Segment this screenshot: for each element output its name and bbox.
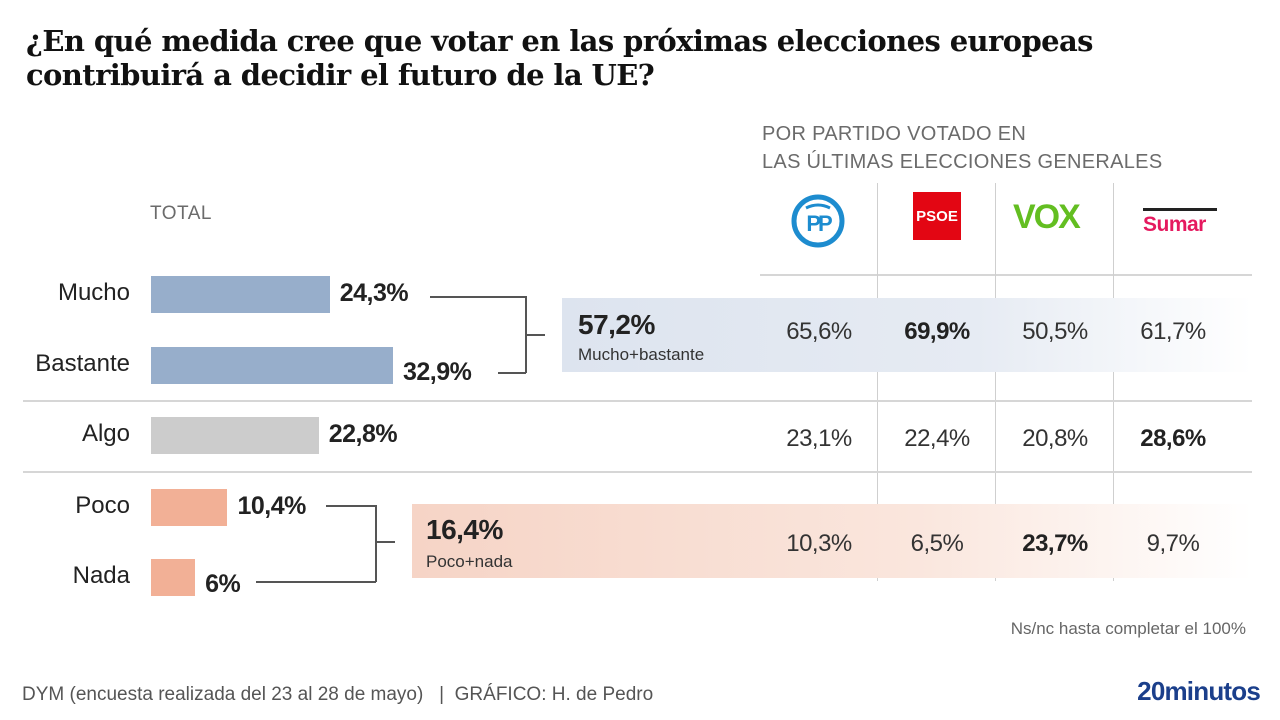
svg-text:PP: PP [806, 211, 832, 236]
cell-psoe-mucho-bastante: 69,9% [904, 318, 970, 345]
category-label-nada: Nada [72, 562, 130, 589]
bracket-nada [256, 581, 376, 583]
vox-logo-icon: VOX [1013, 198, 1081, 236]
parties-heading-line-1: POR PARTIDO VOTADO EN [762, 123, 1027, 145]
brand-logo: 20minutos [1137, 676, 1261, 706]
category-label-poco: Poco [75, 492, 130, 519]
bar-value-poco: 10,4% [237, 492, 306, 520]
title-line-1: ¿En qué medida cree que votar en las pró… [26, 24, 1094, 58]
bar-poco [151, 489, 228, 526]
bracket-connector [376, 541, 395, 543]
cell-psoe-algo: 22,4% [904, 425, 970, 452]
parties-heading-line-2: LAS ÚLTIMAS ELECCIONES GENERALES [762, 151, 1163, 173]
poco-nada-band [412, 504, 1252, 578]
cell-sumar-mucho-bastante: 61,7% [1140, 318, 1206, 345]
column-divider [877, 183, 878, 581]
cell-sumar-poco-nada: 9,7% [1146, 530, 1200, 557]
bar-value-algo: 22,8% [328, 420, 398, 448]
cell-psoe-poco-nada: 6,5% [910, 530, 964, 557]
bar-value-bastante: 32,9% [403, 358, 472, 386]
bracket-poco [326, 505, 376, 507]
total-heading: TOTAL [150, 203, 212, 224]
bar-mucho [151, 276, 330, 313]
row-divider [23, 471, 1252, 473]
cell-pp-poco-nada: 10,3% [786, 530, 852, 557]
bracket-bastante [498, 372, 526, 374]
category-label-mucho: Mucho [57, 279, 130, 306]
cell-sumar-algo: 28,6% [1140, 425, 1206, 452]
source-credit: DYM (encuesta realizada del 23 al 28 de … [22, 684, 654, 705]
poco-nada-total: 16,4% [426, 514, 503, 545]
header-divider [760, 274, 1252, 276]
pp-logo-icon: PP [790, 193, 846, 254]
category-label-algo: Algo [81, 420, 130, 447]
bar-value-mucho: 24,3% [339, 279, 409, 307]
cell-vox-algo: 20,8% [1022, 425, 1088, 452]
column-divider [1113, 183, 1114, 581]
bar-nada [151, 559, 196, 596]
sumar-logo-text: Sumar [1143, 213, 1206, 236]
mucho-bastante-total: 57,2% [578, 309, 655, 340]
cell-vox-poco-nada: 23,7% [1022, 530, 1088, 557]
sumar-logo-icon: Sumar [1143, 208, 1217, 237]
mucho-bastante-band [562, 298, 1252, 372]
cell-pp-mucho-bastante: 65,6% [786, 318, 852, 345]
mucho-bastante-label: Mucho+bastante [578, 345, 705, 364]
bar-algo [151, 417, 319, 454]
bar-bastante [151, 347, 393, 384]
cell-pp-algo: 23,1% [786, 425, 852, 452]
title-line-2: contribuirá a decidir el futuro de la UE… [26, 58, 655, 92]
cell-vox-mucho-bastante: 50,5% [1022, 318, 1088, 345]
category-label-bastante: Bastante [35, 350, 130, 377]
chart-title: ¿En qué medida cree que votar en las pró… [26, 24, 1094, 92]
column-divider [995, 183, 996, 581]
bracket-vertical [375, 505, 377, 582]
bracket-vertical [525, 296, 527, 373]
bracket-connector [526, 334, 545, 336]
poco-nada-label: Poco+nada [426, 552, 513, 571]
footnote: Ns/nc hasta completar el 100% [1010, 619, 1246, 638]
row-divider [23, 400, 1252, 402]
bracket-mucho [430, 296, 526, 298]
parties-heading: POR PARTIDO VOTADO EN LAS ÚLTIMAS ELECCI… [762, 120, 1162, 176]
bar-value-nada: 6% [205, 570, 241, 598]
psoe-logo-text: PSOE [916, 207, 958, 225]
psoe-logo-icon: PSOE [913, 192, 961, 240]
